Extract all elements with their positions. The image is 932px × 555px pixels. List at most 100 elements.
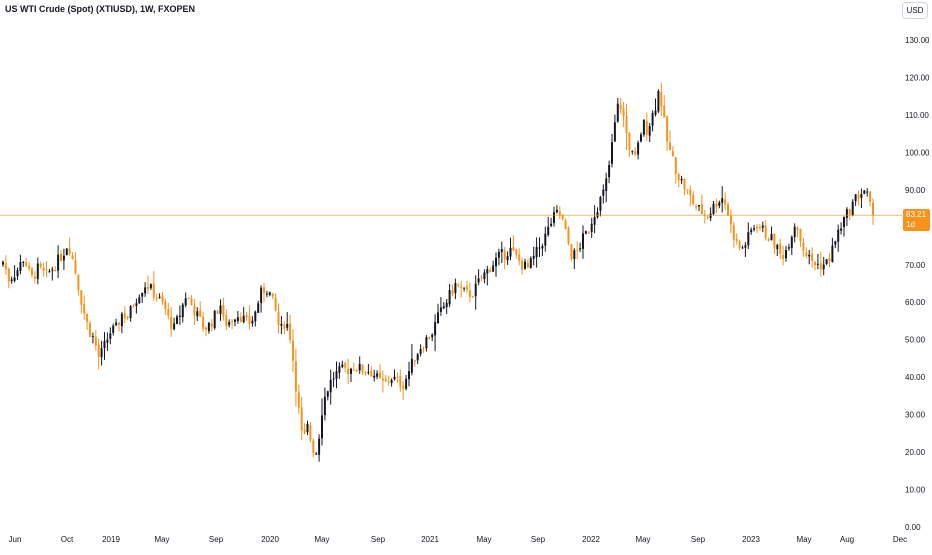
candle-body	[521, 260, 524, 270]
candle-body	[805, 252, 808, 256]
candle-body	[254, 311, 257, 322]
candle-body	[495, 257, 497, 267]
candle-body	[4, 263, 7, 270]
candle-body	[738, 241, 741, 248]
candle-body	[260, 287, 263, 303]
candle-body	[251, 320, 254, 324]
candle-body	[390, 379, 393, 384]
candle-body	[468, 290, 471, 297]
candle-body	[178, 315, 181, 318]
y-tick-label: 60.00	[905, 298, 926, 307]
candle-body	[173, 323, 176, 330]
candle-body	[460, 286, 463, 288]
time-axis: Jun Oct 2019 May Sep 2020 May Sep 2021 May Sep 2022…	[9, 535, 908, 544]
candle-body	[155, 298, 158, 300]
candle-body	[7, 268, 10, 282]
candle-body	[286, 323, 289, 328]
candle-body	[477, 278, 480, 283]
candle-body	[413, 360, 416, 362]
y-tick-label: 70.00	[905, 261, 926, 270]
candle-body	[210, 323, 213, 327]
candle-body	[732, 225, 735, 240]
candle-body	[729, 215, 732, 225]
candle-body	[379, 372, 381, 378]
candle-body	[205, 327, 207, 330]
candle-body	[439, 307, 442, 312]
candle-body	[315, 453, 318, 455]
candle-body	[129, 306, 132, 319]
candle-body	[318, 438, 321, 455]
candle-body	[120, 313, 123, 327]
candle-body	[582, 233, 584, 249]
candle-body	[518, 254, 521, 261]
candle-body	[312, 440, 315, 454]
candle-body	[779, 243, 782, 254]
candle-body	[785, 250, 787, 259]
candle-body	[680, 178, 683, 181]
candle-body	[152, 283, 155, 298]
candle-body	[747, 232, 750, 246]
current-price-value: 83.21	[906, 210, 927, 219]
candle-body	[13, 277, 16, 281]
candle-body	[329, 379, 332, 393]
candle-body	[622, 108, 625, 117]
x-tick-label: Oct	[61, 535, 74, 544]
currency-button[interactable]: USD	[902, 2, 928, 19]
x-tick-label: Sep	[691, 535, 706, 544]
candle-body	[640, 134, 642, 142]
candle-body	[683, 178, 686, 190]
candle-body	[309, 424, 312, 440]
candle-body	[457, 284, 460, 286]
candle-body	[132, 306, 135, 308]
candle-body	[231, 321, 234, 323]
candle-body	[558, 211, 561, 216]
candle-body	[843, 217, 845, 227]
candle-body	[834, 241, 837, 245]
candle-body	[437, 312, 439, 324]
candle-body	[265, 293, 268, 295]
candle-body	[19, 262, 22, 271]
candle-body	[138, 297, 141, 304]
candle-body	[202, 316, 205, 329]
candle-body	[83, 303, 86, 314]
candle-body	[164, 301, 167, 310]
candle-body	[793, 226, 796, 238]
candle-body	[819, 263, 822, 270]
candle-body	[535, 247, 538, 258]
candle-body	[727, 204, 729, 216]
candle-body	[2, 261, 4, 265]
candle-body	[866, 191, 869, 193]
current-price-badge: 83.21 1d 14h	[903, 209, 930, 239]
x-tick-label: Sep	[531, 535, 546, 544]
x-tick-label: May	[476, 535, 491, 544]
candle-body	[692, 194, 695, 205]
candle-body	[492, 265, 495, 272]
x-tick-label: May	[154, 535, 169, 544]
candle-body	[660, 92, 663, 107]
candle-body	[341, 364, 344, 367]
candle-body	[515, 249, 518, 255]
candles-group	[2, 82, 874, 462]
candle-body	[553, 212, 555, 223]
candle-body	[550, 223, 553, 226]
candle-body	[584, 231, 587, 234]
candle-body	[393, 376, 396, 380]
candle-body	[257, 303, 260, 313]
candle-body	[526, 262, 529, 268]
candle-body	[570, 244, 573, 260]
candle-body	[564, 220, 567, 229]
candle-body	[814, 261, 816, 265]
candle-body	[448, 290, 451, 305]
candle-body	[31, 268, 33, 276]
candle-body	[425, 337, 428, 349]
candle-body	[326, 391, 329, 397]
candle-body	[126, 317, 129, 319]
candle-body	[176, 316, 178, 324]
candle-body	[405, 378, 408, 389]
candle-body	[816, 263, 819, 265]
candle-body	[735, 238, 738, 241]
candle-body	[283, 325, 286, 329]
candle-body	[358, 363, 361, 371]
